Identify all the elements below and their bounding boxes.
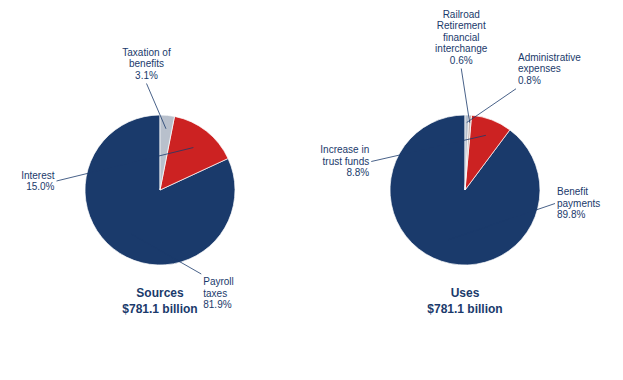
category-label: Railroad [443, 9, 480, 20]
value-label: 3.1% [135, 70, 158, 81]
leader-line [147, 84, 166, 129]
category-label: Taxation of [122, 47, 171, 58]
leader-line [467, 89, 516, 123]
chart-subtitle: $781.1 billion [427, 302, 502, 316]
value-label: 0.6% [450, 55, 473, 66]
value-label: 89.8% [557, 209, 585, 220]
value-label: 81.9% [203, 299, 231, 310]
slice-label: RailroadRetirementfinancialinterchange0.… [435, 9, 488, 66]
chart-title: Uses [451, 286, 480, 300]
category-label: Interest [21, 170, 55, 181]
slice-label: Payrolltaxes81.9% [203, 276, 234, 310]
pie-slice [465, 115, 472, 190]
chart-canvas: Payrolltaxes81.9% Interest15.0% Taxation o… [0, 0, 623, 380]
value-label: 15.0% [26, 181, 54, 192]
leader-line [461, 69, 469, 123]
pie-chart: Benefitpayments89.8% Increase intrust fun… [320, 9, 600, 316]
pie-slice [85, 115, 235, 265]
category-label: financial [443, 32, 480, 43]
category-label: expenses [518, 63, 561, 74]
category-label: Payroll [203, 276, 234, 287]
leader-line [371, 135, 486, 161]
category-label: benefits [129, 58, 164, 69]
category-label: Benefit [557, 186, 588, 197]
value-label: 0.8% [518, 75, 541, 86]
pie-slice [465, 115, 469, 190]
leader-line [132, 234, 202, 274]
slice-label: Interest15.0% [21, 170, 55, 193]
category-label: interchange [435, 43, 488, 54]
leader-line [57, 148, 194, 181]
chart-subtitle: $781.1 billion [122, 302, 197, 316]
category-label: trust funds [323, 156, 370, 167]
slice-label: Benefitpayments89.8% [557, 186, 600, 220]
category-label: Retirement [437, 20, 486, 31]
slice-label: Increase intrust funds8.8% [320, 144, 369, 178]
category-label: payments [557, 198, 600, 209]
pie-slice [390, 115, 540, 265]
category-label: taxes [203, 288, 227, 299]
pie-chart: Payrolltaxes81.9% Interest15.0% Taxation o… [21, 47, 235, 316]
pie-slice [465, 115, 510, 190]
slice-label: Administrativeexpenses0.8% [518, 52, 581, 86]
slice-label: Taxation ofbenefits3.1% [122, 47, 171, 81]
category-label: Increase in [320, 144, 369, 155]
chart-title: Sources [136, 286, 184, 300]
category-label: Administrative [518, 52, 581, 63]
leader-line [448, 204, 555, 240]
value-label: 8.8% [346, 167, 369, 178]
